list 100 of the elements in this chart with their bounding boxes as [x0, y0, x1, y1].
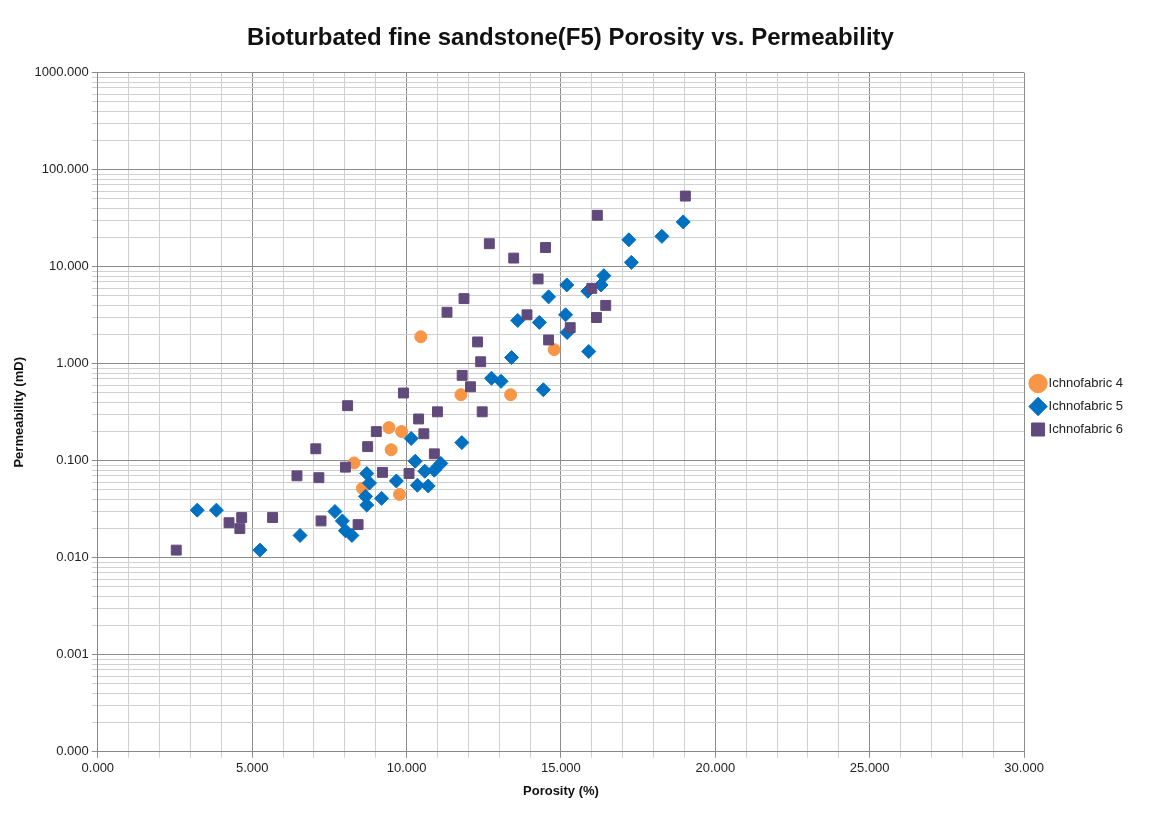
- point: [483, 238, 495, 250]
- point: [433, 455, 449, 471]
- point: [359, 465, 375, 481]
- point: [535, 382, 551, 398]
- point: [532, 273, 544, 285]
- point: [327, 504, 343, 520]
- point: [454, 435, 470, 451]
- point: [472, 336, 484, 348]
- point: [374, 490, 390, 506]
- point: [414, 330, 428, 344]
- point: [508, 252, 520, 264]
- y-axis-title: Permeability (mD): [11, 357, 27, 468]
- point: [504, 350, 520, 366]
- point: [559, 277, 575, 293]
- point: [407, 453, 423, 469]
- point: [403, 468, 415, 479]
- y-tick-label: 0.001: [56, 646, 89, 662]
- x-tick-label: 0.000: [81, 760, 115, 776]
- point: [392, 487, 406, 501]
- y-tick-label: 0.010: [56, 549, 89, 565]
- point: [679, 190, 691, 202]
- y-tick-label: 1.000: [56, 355, 89, 371]
- point: [339, 461, 351, 473]
- point: [362, 441, 374, 453]
- point: [558, 307, 574, 323]
- point: [395, 425, 409, 439]
- point: [292, 527, 308, 543]
- point: [334, 513, 350, 529]
- point: [475, 356, 487, 368]
- point: [208, 502, 224, 518]
- point: [540, 242, 551, 253]
- point: [315, 515, 327, 527]
- point: [352, 519, 364, 531]
- point: [564, 322, 576, 334]
- point: [189, 502, 205, 518]
- point: [377, 466, 388, 478]
- point: [623, 254, 639, 270]
- x-tick-label: 10.000: [386, 760, 427, 776]
- point: [441, 306, 453, 318]
- legend-label: Ichnofabric 6: [1048, 421, 1123, 437]
- point: [586, 282, 598, 294]
- point: [654, 228, 670, 244]
- point: [252, 542, 268, 558]
- point: [344, 527, 360, 543]
- point: [291, 470, 303, 482]
- y-tick-label: 10.000: [49, 258, 89, 274]
- y-tick-label: 0.000: [56, 743, 89, 759]
- point: [600, 299, 612, 311]
- x-tick-label: 15.000: [541, 760, 581, 776]
- legend-label: Ichnofabric 5: [1048, 398, 1123, 414]
- point: [621, 232, 637, 248]
- point: [418, 428, 430, 440]
- point: [370, 426, 382, 438]
- point: [398, 387, 409, 399]
- x-tick-label: 30.000: [1004, 760, 1044, 776]
- point: [236, 512, 248, 523]
- point: [267, 512, 279, 523]
- x-tick-label: 20.000: [695, 760, 736, 776]
- point: [420, 478, 436, 494]
- point: [476, 406, 488, 418]
- point: [504, 388, 518, 402]
- point: [342, 400, 354, 412]
- point: [483, 370, 499, 386]
- point: [432, 406, 443, 418]
- point: [313, 472, 325, 484]
- x-axis-title: Porosity (%): [523, 782, 599, 798]
- point: [543, 334, 555, 346]
- y-tick-label: 0.100: [56, 452, 89, 468]
- x-tick-label: 25.000: [849, 760, 890, 776]
- point: [409, 477, 425, 493]
- point: [413, 413, 425, 425]
- point: [362, 475, 378, 491]
- point: [458, 293, 470, 305]
- x-tick-label: 5.000: [235, 760, 269, 776]
- point: [510, 312, 526, 328]
- point: [591, 312, 602, 323]
- point: [547, 343, 561, 357]
- point: [465, 381, 476, 393]
- point: [581, 343, 597, 359]
- y-tick-label: 1000.000: [34, 64, 89, 80]
- point: [493, 373, 509, 389]
- point: [384, 443, 398, 457]
- point: [223, 517, 235, 529]
- point: [541, 289, 557, 305]
- point: [382, 421, 396, 435]
- point: [531, 314, 547, 330]
- point: [388, 473, 404, 489]
- point: [454, 388, 468, 402]
- point: [591, 209, 603, 221]
- chart-title: Bioturbated fine sandstone(F5) Porosity vs. Permeability: [247, 23, 895, 51]
- point: [403, 430, 419, 446]
- point: [310, 443, 322, 455]
- legend-label: Ichnofabric 4: [1048, 375, 1123, 391]
- point: [428, 448, 440, 460]
- point: [234, 523, 246, 535]
- point: [675, 214, 691, 230]
- point: [456, 369, 468, 381]
- point: [521, 309, 533, 321]
- point: [170, 544, 182, 556]
- y-tick-label: 100.000: [41, 161, 89, 177]
